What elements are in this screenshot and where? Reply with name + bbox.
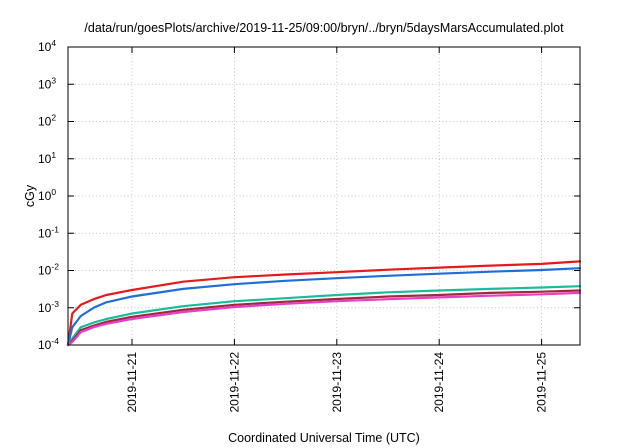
x-tick-label: 2019-11-25 <box>535 352 549 413</box>
x-tick-label: 2019-11-23 <box>330 352 344 413</box>
series-line-1 <box>66 260 582 347</box>
series-line-5 <box>66 291 582 347</box>
y-tick-label: 10-3 <box>38 299 59 315</box>
y-tick-label: 101 <box>38 150 56 166</box>
y-tick-label: 10-4 <box>38 336 59 352</box>
y-tick-base: 10 <box>38 77 52 91</box>
grid <box>68 46 580 346</box>
y-tick-exponent: 4 <box>51 38 56 48</box>
y-tick-exponent: -4 <box>51 336 59 346</box>
y-tick-base: 10 <box>38 115 52 129</box>
x-tick-label: 2019-11-24 <box>432 352 446 413</box>
x-axis: 2019-11-21 2019-11-22 2019-11-23 2019-11-24… <box>125 47 549 413</box>
y-tick-label: 104 <box>38 38 56 54</box>
y-tick-label: 103 <box>38 75 56 91</box>
series-line-3 <box>66 285 582 347</box>
y-axis-label: cGy <box>23 184 37 207</box>
y-tick-base: 10 <box>38 152 52 166</box>
y-tick-base: 10 <box>38 264 52 278</box>
y-tick-exponent: 1 <box>51 150 56 160</box>
y-tick-exponent: 3 <box>51 75 56 85</box>
y-tick-label: 100 <box>38 187 56 203</box>
x-tick-label: 2019-11-22 <box>227 352 241 413</box>
y-tick-label: 10-1 <box>38 224 59 240</box>
y-tick-base: 10 <box>38 189 52 203</box>
y-tick-exponent: 0 <box>51 187 56 197</box>
y-tick-exponent: -3 <box>51 299 59 309</box>
y-tick-base: 10 <box>38 338 52 352</box>
y-tick-exponent: 2 <box>51 113 56 123</box>
x-axis-label: Coordinated Universal Time (UTC) <box>228 431 420 445</box>
chart-title: /data/run/goesPlots/archive/2019-11-25/0… <box>84 21 564 35</box>
series-line-2 <box>66 267 582 347</box>
y-tick-label: 10-2 <box>38 262 59 278</box>
y-tick-base: 10 <box>38 226 52 240</box>
y-tick-base: 10 <box>38 301 52 315</box>
y-tick-label: 102 <box>38 113 56 129</box>
y-tick-base: 10 <box>38 40 52 54</box>
x-tick-label: 2019-11-21 <box>125 352 139 413</box>
y-tick-exponent: -1 <box>51 224 59 234</box>
series-line-4 <box>66 289 582 347</box>
y-tick-exponent: -2 <box>51 262 59 272</box>
series-group <box>66 260 582 347</box>
